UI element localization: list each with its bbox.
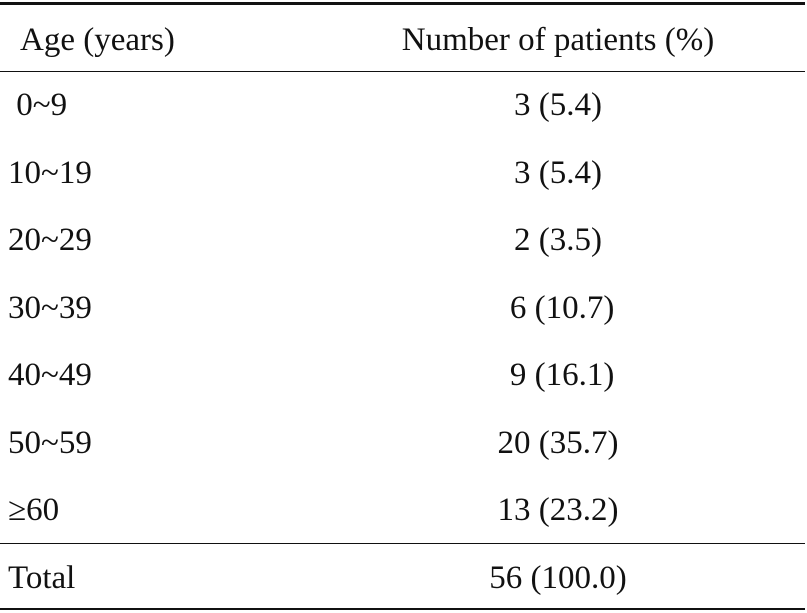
patients-cell: 3 (5.4) — [514, 155, 602, 191]
age-cell: 40~49 — [8, 357, 92, 393]
total-rule — [0, 543, 805, 544]
age-header: Age (years) — [20, 22, 175, 58]
age-cell: 50~59 — [8, 425, 92, 461]
age-cell: ≥60 — [8, 492, 60, 528]
total-label: Total — [8, 560, 76, 596]
patients-cell: 9 (16.1) — [501, 357, 615, 393]
patients-cell: 6 (10.7) — [501, 290, 615, 326]
age-cell: 30~39 — [8, 290, 92, 326]
age-cell: 20~29 — [8, 222, 92, 258]
age-cell: 10~19 — [8, 155, 92, 191]
header-rule — [0, 71, 805, 72]
patients-cell: 2 (3.5) — [514, 222, 602, 258]
top-rule — [0, 2, 805, 5]
total-value: 56 (100.0) — [489, 560, 627, 596]
patients-cell: 13 (23.2) — [497, 492, 619, 528]
age-cell: 0~9 — [8, 87, 68, 123]
patients-cell: 20 (35.7) — [497, 425, 619, 461]
bottom-rule — [0, 608, 805, 610]
patients-cell: 3 (5.4) — [514, 87, 602, 123]
patients-header: Number of patients (%) — [401, 22, 715, 58]
